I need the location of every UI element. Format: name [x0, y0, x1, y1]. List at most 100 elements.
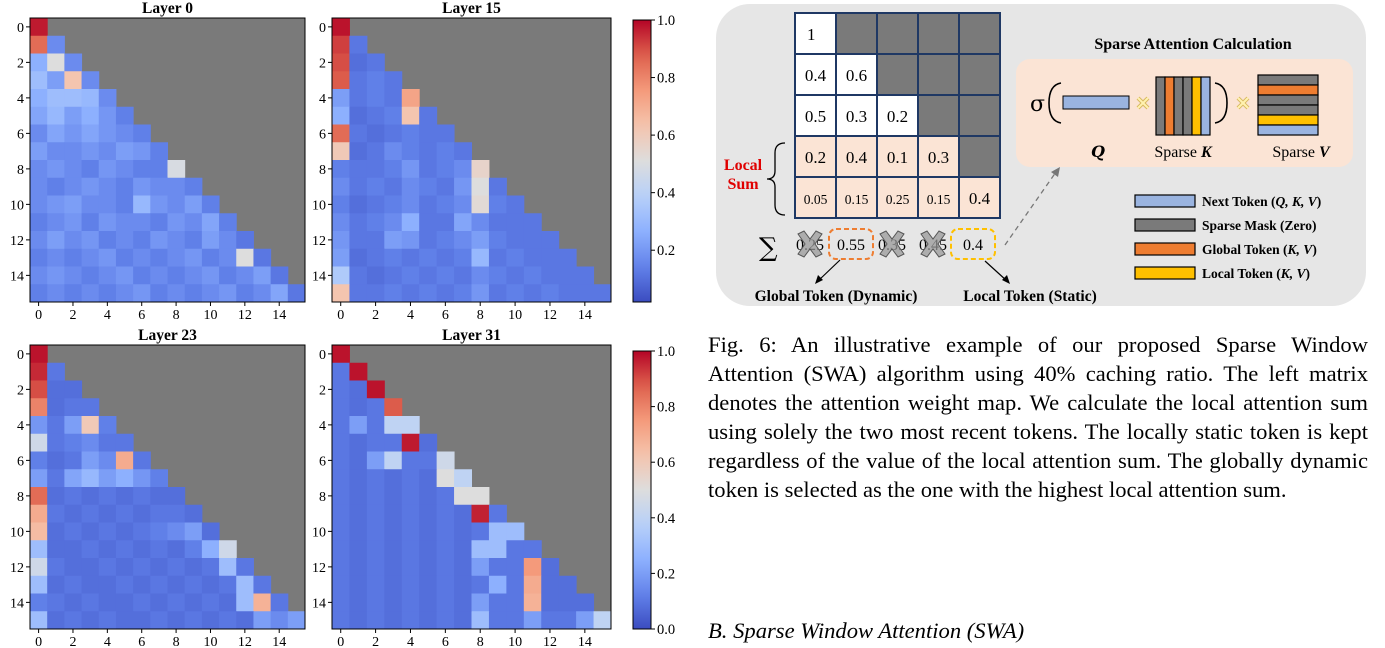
- heatmap-cell: [384, 433, 403, 452]
- heatmap-cell: [454, 213, 472, 232]
- heatmap-cell: [219, 540, 237, 559]
- heatmap-cell: [47, 142, 65, 161]
- x-tick-label: 12: [238, 635, 252, 648]
- heatmap-cell: [366, 540, 385, 559]
- heatmap-cell: [30, 362, 48, 381]
- heatmap-cell: [419, 160, 438, 179]
- heatmap-cell: [419, 195, 438, 214]
- heatmap-cell: [454, 284, 472, 303]
- y-tick-label: 14: [312, 596, 326, 611]
- heatmap-cell: [558, 575, 577, 594]
- heatmap-cell: [349, 53, 368, 72]
- heatmap-cell: [471, 504, 490, 523]
- local-token-highlight: [950, 228, 996, 260]
- heatmap-panel: Layer 0 0 0 2 2 4 4 6 6 8 8 10 10 12 12 14 14: [10, 0, 306, 323]
- heatmap-cell: [64, 124, 83, 143]
- heatmap-cell: [506, 284, 525, 303]
- x-tick-label: 0: [337, 635, 344, 648]
- sparse-k-column: [1173, 76, 1184, 136]
- heatmap-cell: [419, 124, 438, 143]
- heatmap-cell: [349, 575, 368, 594]
- y-tick-label: 8: [17, 163, 24, 178]
- sparse-k-column: [1155, 76, 1166, 136]
- heatmap-cell: [47, 362, 65, 381]
- heatmap-cell: [81, 593, 100, 612]
- heatmap-cell: [541, 231, 560, 250]
- heatmap-cell: [98, 575, 117, 594]
- attention-value: 0.2: [805, 148, 826, 167]
- heatmap-cell: [47, 71, 65, 90]
- heatmap-cell: [523, 540, 542, 559]
- heatmap-cell: [184, 611, 203, 630]
- heatmap-cell: [576, 266, 595, 285]
- sparse-v-row: [1257, 84, 1319, 96]
- sparse-k-column: [1191, 76, 1202, 136]
- heatmap-cell: [576, 611, 595, 630]
- x-tick-label: 6: [442, 308, 449, 323]
- heatmap-cell: [167, 504, 186, 523]
- sparse-v-matrix: [1257, 74, 1319, 136]
- heatmap-cell: [167, 487, 186, 506]
- heatmap-cell: [401, 284, 420, 303]
- heatmap-cell: [523, 611, 542, 630]
- heatmap-cell: [401, 124, 420, 143]
- heatmap-cell: [349, 195, 368, 214]
- heatmap-cell: [366, 593, 385, 612]
- attention-value: 0.5: [805, 107, 826, 126]
- heatmap-cell: [332, 124, 350, 143]
- heatmap-cell: [47, 284, 65, 303]
- heatmap-title: Layer 0: [142, 0, 193, 17]
- heatmap-cell: [81, 522, 100, 541]
- attention-value: 0.6: [846, 66, 867, 85]
- heatmap-cell: [184, 522, 203, 541]
- q-label: Q: [1091, 142, 1105, 161]
- heatmap-cell: [98, 177, 117, 196]
- heatmap-cell: [366, 487, 385, 506]
- heatmap-cell: [419, 248, 438, 267]
- heatmap-cell: [98, 124, 117, 143]
- heatmap-cell: [419, 284, 438, 303]
- y-tick-label: 10: [10, 198, 24, 213]
- heatmap-title: Layer 31: [442, 327, 501, 344]
- local-token-arrow: [984, 260, 1008, 282]
- heatmap-cell: [384, 160, 403, 179]
- heatmap-cell: [98, 558, 117, 577]
- heatmap-cell: [419, 522, 438, 541]
- heatmap-cell: [64, 248, 83, 267]
- y-tick-label: 6: [17, 127, 24, 142]
- colorbar-label: 1.0: [657, 344, 675, 360]
- heatmap-cell: [98, 213, 117, 232]
- heatmap-cell: [488, 611, 507, 630]
- heatmap-cell: [401, 451, 420, 470]
- legend-swatch: [1134, 266, 1196, 280]
- heatmap-cell: [454, 522, 472, 541]
- heatmap-cell: [30, 71, 48, 90]
- heatmap-cell: [115, 195, 134, 214]
- heatmap-cell: [366, 213, 385, 232]
- heatmap-cell: [436, 469, 455, 488]
- heatmap-cell: [98, 266, 117, 285]
- local-sum-value: 0.4: [963, 237, 983, 254]
- local-sum-brace: [766, 142, 786, 216]
- heatmap-cell: [332, 53, 350, 72]
- heatmap-cell: [471, 266, 490, 285]
- heatmap-cell: [236, 593, 254, 612]
- heatmap-cell: [64, 504, 83, 523]
- heatmap-cell: [366, 160, 385, 179]
- heatmap-cell: [349, 142, 368, 161]
- heatmap-cell: [471, 593, 490, 612]
- heatmap-cell: [419, 451, 438, 470]
- heatmap-cell: [401, 469, 420, 488]
- heatmap-cell: [115, 558, 134, 577]
- heatmap-cell: [454, 195, 472, 214]
- heatmap-cell: [47, 504, 65, 523]
- colorbar-label: 0.0: [657, 622, 675, 638]
- heatmap-cell: [332, 469, 350, 488]
- heatmap-cell: [436, 248, 455, 267]
- attention-cell: [835, 53, 878, 96]
- heatmap-cell: [349, 89, 368, 108]
- heatmap-cell: [419, 540, 438, 559]
- heatmap-cell: [201, 266, 220, 285]
- local-token-label: Local Token (Static): [963, 288, 1096, 305]
- heatmap-cell: [366, 53, 385, 72]
